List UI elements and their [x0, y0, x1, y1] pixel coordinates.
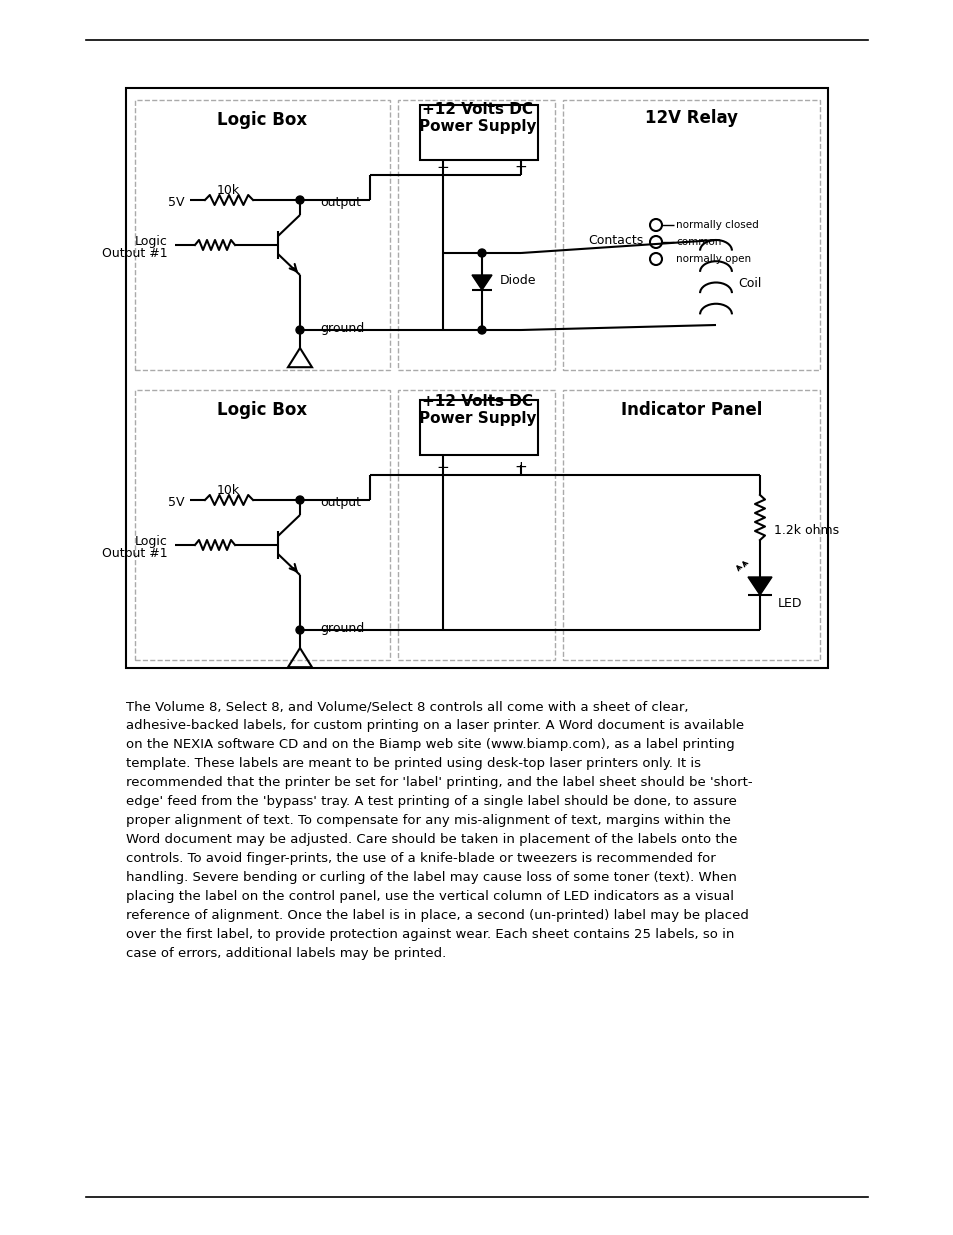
Circle shape [295, 326, 304, 333]
Text: 1.2k ohms: 1.2k ohms [773, 524, 839, 536]
Text: Logic Box: Logic Box [216, 401, 307, 419]
Polygon shape [747, 577, 771, 595]
Text: 12V Relay: 12V Relay [645, 109, 738, 127]
Text: Diode: Diode [499, 273, 536, 287]
Text: normally closed: normally closed [676, 220, 758, 230]
Text: −: − [436, 159, 449, 174]
Text: Logic: Logic [135, 535, 168, 547]
Polygon shape [472, 275, 492, 290]
Text: −: − [436, 459, 449, 474]
Text: The Volume 8, Select 8, and Volume/Select 8 controls all come with a sheet of cl: The Volume 8, Select 8, and Volume/Selec… [126, 700, 752, 960]
Text: +12 Volts DC
Power Supply: +12 Volts DC Power Supply [418, 394, 537, 426]
Text: Logic: Logic [135, 235, 168, 247]
Text: 10k: 10k [216, 483, 239, 496]
Text: Indicator Panel: Indicator Panel [620, 401, 761, 419]
Text: 10k: 10k [216, 184, 239, 196]
Text: +: + [514, 159, 527, 174]
Text: ground: ground [319, 321, 364, 335]
Text: common: common [676, 237, 720, 247]
Text: output: output [319, 195, 360, 209]
Text: Logic Box: Logic Box [216, 111, 307, 128]
Text: 5V: 5V [169, 195, 185, 209]
Circle shape [295, 626, 304, 634]
Text: Output #1: Output #1 [102, 247, 168, 259]
Text: +12 Volts DC
Power Supply: +12 Volts DC Power Supply [418, 101, 537, 135]
Text: LED: LED [778, 597, 801, 610]
Circle shape [477, 249, 485, 257]
Circle shape [477, 326, 485, 333]
Text: +: + [514, 459, 527, 474]
Text: 5V: 5V [169, 495, 185, 509]
Text: Coil: Coil [738, 277, 760, 289]
Circle shape [295, 496, 304, 504]
Text: ground: ground [319, 621, 364, 635]
Text: Contacts: Contacts [588, 233, 643, 247]
Text: Output #1: Output #1 [102, 547, 168, 559]
Text: normally open: normally open [676, 254, 750, 264]
Text: output: output [319, 495, 360, 509]
Circle shape [295, 196, 304, 204]
